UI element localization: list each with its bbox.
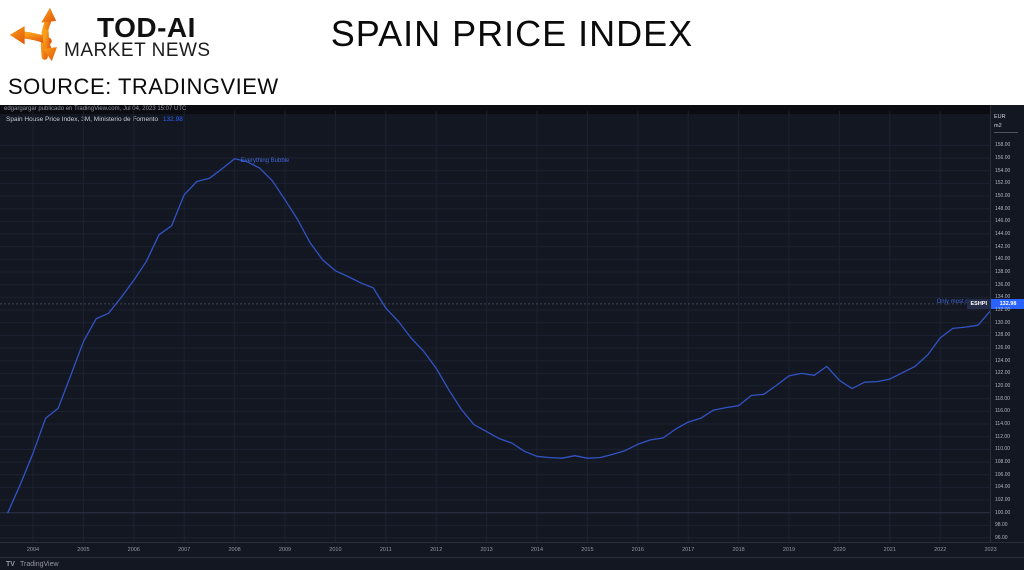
year-tick-label: 2023 (984, 547, 997, 553)
chart-annotation: Only most dem (936, 298, 977, 305)
price-tick-label: 154.00 (995, 167, 1011, 174)
price-tick-label: 130.00 (995, 319, 1011, 326)
chart-annotation: Everything Bubble (240, 157, 290, 164)
price-tick-label: 118.00 (995, 395, 1010, 402)
legend-last-value: 132.98 (162, 116, 183, 123)
price-tick-label: 96.00 (995, 535, 1008, 542)
price-tick-label: 104.00 (995, 484, 1011, 491)
grid-lines (0, 111, 992, 542)
year-tick-label: 2005 (77, 547, 90, 553)
price-axis[interactable]: EUR m2 132.98 158.00 156.00 154.00 152.00 15… (990, 105, 1024, 557)
symbol-last-value-label: ESHPI (967, 298, 990, 309)
year-tick-label: 2018 (732, 547, 745, 553)
price-tick-label: 106.00 (995, 471, 1011, 478)
unit-measure: m2 (994, 123, 1002, 129)
price-tick-label: 98.00 (995, 522, 1008, 529)
unit-currency: EUR (994, 114, 1006, 120)
price-tick-label: 122.00 (995, 370, 1011, 377)
time-axis[interactable]: 2004 2005 2006 2007 2008 2009 2010 2011 2012 2013… (0, 542, 1024, 558)
publication-text: edgargargar publicado en TradingView.com… (4, 106, 187, 112)
year-tick-label: 2010 (329, 547, 342, 553)
price-tick-label: 108.00 (995, 459, 1011, 466)
source-line: SOURCE: TRADINGVIEW (8, 74, 279, 99)
publication-bar: edgargargar publicado en TradingView.com… (0, 105, 1024, 114)
price-tick-label: 100.00 (995, 509, 1011, 516)
price-line-chart[interactable] (0, 105, 1024, 570)
brand-subtitle: MARKET NEWS (64, 40, 211, 61)
year-tick-label: 2015 (581, 547, 594, 553)
year-tick-label: 2007 (178, 547, 191, 553)
price-tick-label: 102.00 (995, 497, 1011, 504)
year-tick-label: 2020 (833, 547, 846, 553)
price-unit-label: EUR m2 (994, 113, 1018, 133)
price-tick-label: 110.00 (995, 446, 1010, 453)
year-tick-label: 2021 (883, 547, 896, 553)
price-tick-label: 132.00 (995, 307, 1011, 314)
price-tick-label: 136.00 (995, 281, 1011, 288)
year-tick-label: 2004 (26, 547, 40, 553)
year-tick-label: 2017 (682, 547, 695, 553)
price-tick-label: 152.00 (995, 180, 1011, 187)
year-tick-label: 2012 (430, 547, 443, 553)
branching-arrows-icon (9, 7, 57, 62)
price-tick-label: 134.00 (995, 294, 1011, 301)
price-tick-label: 128.00 (995, 332, 1011, 339)
tradingview-logo-text[interactable]: TradingView (20, 561, 59, 568)
tradingview-logo-icon[interactable]: TV (6, 561, 15, 568)
price-tick-label: 142.00 (995, 243, 1011, 250)
price-tick-label: 126.00 (995, 345, 1011, 352)
price-tick-label: 146.00 (995, 218, 1011, 225)
price-tick-label: 114.00 (995, 421, 1010, 428)
tradingview-chart-pane[interactable]: edgargargar publicado en TradingView.com… (0, 105, 1024, 570)
price-tick-label: 116.00 (995, 408, 1010, 415)
price-tick-label: 124.00 (995, 357, 1011, 364)
price-tick-label: 112.00 (995, 433, 1010, 440)
price-tick-label: 158.00 (995, 142, 1011, 149)
price-tick-label: 144.00 (995, 231, 1011, 238)
price-tick-label: 138.00 (995, 269, 1011, 276)
year-tick-label: 2022 (934, 547, 947, 553)
year-tick-label: 2006 (127, 547, 140, 553)
price-tick-label: 120.00 (995, 383, 1011, 390)
brand-title: TOD-AI (97, 12, 196, 43)
page-title: SPAIN PRICE INDEX (330, 13, 694, 54)
chart-footer-bar: TV TradingView (0, 557, 1024, 570)
price-tick-label: 150.00 (995, 193, 1011, 200)
price-tick-label: 148.00 (995, 205, 1011, 212)
price-series-line (7, 158, 991, 514)
year-tick-label: 2008 (228, 547, 241, 553)
year-tick-label: 2011 (379, 547, 392, 553)
chart-legend[interactable]: Spain House Price Index, 3M, Ministerio … (6, 116, 183, 123)
year-tick-label: 2014 (530, 547, 544, 553)
series-line-layer (7, 158, 991, 514)
year-tick-label: 2013 (480, 547, 493, 553)
price-tick-label: 140.00 (995, 256, 1011, 263)
price-tick-label: 156.00 (995, 155, 1011, 162)
legend-series-title: Spain House Price Index, 3M, Ministerio … (6, 116, 159, 123)
year-tick-label: 2016 (631, 547, 644, 553)
year-tick-label: 2019 (782, 547, 796, 553)
last-price-tag: 132.98 (991, 298, 1024, 309)
year-tick-label: 2009 (278, 547, 292, 553)
